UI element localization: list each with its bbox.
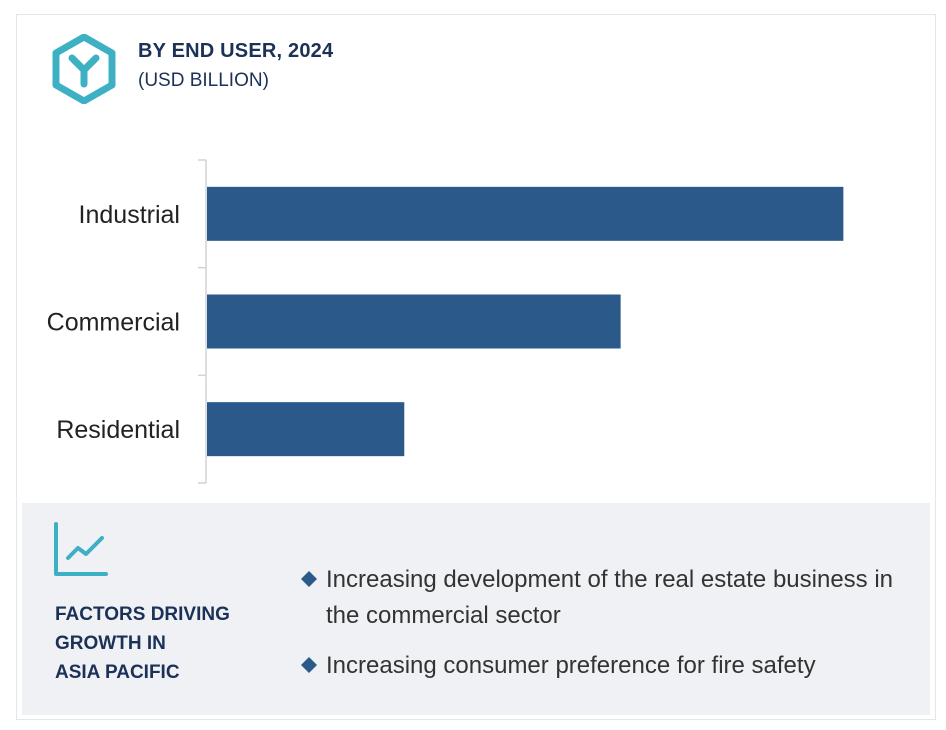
diamond-bullet-icon <box>301 571 317 587</box>
factors-list: Increasing development of the real estat… <box>300 562 920 698</box>
factors-title-line: FACTORS DRIVING <box>55 604 230 625</box>
factors-title-line: ASIA PACIFIC <box>55 662 180 683</box>
diamond-bullet-icon <box>301 657 317 673</box>
factor-item: Increasing development of the real estat… <box>300 562 920 634</box>
bar-commercial <box>207 294 621 349</box>
category-label-industrial: Industrial <box>79 201 180 229</box>
factor-text: Increasing development of the real estat… <box>326 566 894 629</box>
factors-title-line: GROWTH IN <box>55 633 166 654</box>
bar-chart: Industrial Commercial Residential <box>47 159 844 484</box>
factors-title: FACTORS DRIVING GROWTH IN ASIA PACIFIC <box>55 600 285 687</box>
category-label-commercial: Commercial <box>47 309 180 337</box>
chart-title: BY END USER, 2024 <box>138 40 334 62</box>
factor-item: Increasing consumer preference for fire … <box>300 648 920 684</box>
factors-panel <box>22 503 930 715</box>
bar-industrial <box>207 186 844 241</box>
hexagon-y-logo-icon <box>52 34 116 104</box>
bar-residential <box>207 402 405 457</box>
factor-text: Increasing consumer preference for fire … <box>326 652 816 679</box>
chart-subtitle: (USD BILLION) <box>138 70 269 91</box>
trend-chart-icon <box>54 522 108 576</box>
category-label-residential: Residential <box>56 416 180 444</box>
